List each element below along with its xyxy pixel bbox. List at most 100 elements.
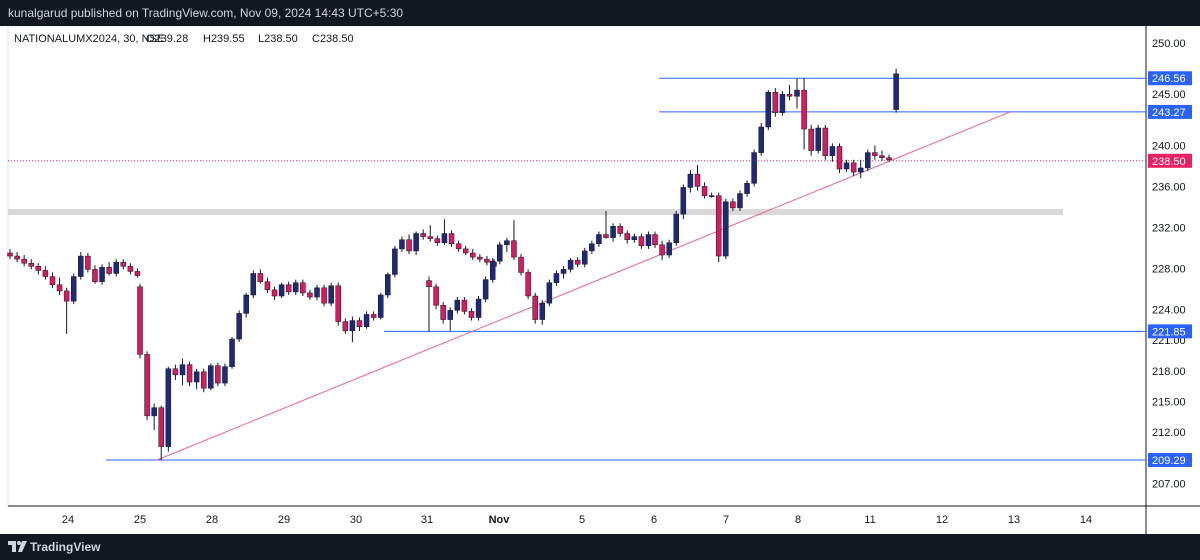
x-tick-label: 13	[1008, 514, 1020, 526]
x-tick-label: 7	[723, 514, 729, 526]
candle	[589, 240, 595, 255]
y-tick-label: 218.00	[1152, 366, 1186, 378]
candle	[603, 210, 609, 239]
candle	[829, 143, 836, 162]
time-axis: 24 25 28 29 30 31 Nov 5 6 7 8 11 12 13 14	[62, 514, 1092, 526]
candle	[567, 258, 574, 273]
ohlc-open: O239.28	[146, 33, 188, 45]
y-tick-label: 250.00	[1152, 38, 1186, 50]
candle	[134, 268, 141, 278]
candle	[271, 286, 278, 301]
last-price-tag: 238.50	[1148, 153, 1192, 168]
x-tick-label: 12	[936, 514, 948, 526]
candle	[553, 270, 560, 286]
y-tick-label: 224.00	[1152, 304, 1186, 316]
candle	[470, 248, 476, 261]
candle	[447, 307, 453, 331]
candle	[427, 225, 434, 242]
candle	[525, 269, 531, 300]
x-tick-label: 24	[62, 514, 74, 526]
candle	[836, 143, 843, 174]
candle	[454, 297, 461, 314]
price-axis: 250.00 245.00 240.00 236.00 232.00 228.00 224.…	[1152, 38, 1186, 490]
candle	[893, 68, 899, 113]
candle	[886, 154, 892, 162]
candle	[151, 403, 157, 431]
x-tick-label: Nov	[489, 514, 511, 526]
candle	[680, 184, 687, 220]
y-tick-label: 245.00	[1152, 89, 1186, 101]
candle	[300, 279, 306, 297]
candle	[307, 289, 313, 301]
candle	[645, 231, 652, 249]
candle	[222, 363, 228, 387]
candle	[794, 78, 800, 109]
candle	[744, 180, 750, 197]
level-price-tag: 209.29	[1148, 453, 1192, 467]
candle	[144, 351, 150, 420]
publish-info: kunalgarud published on TradingView.com,…	[8, 6, 404, 20]
candle	[475, 296, 482, 321]
candle	[758, 122, 764, 156]
candle	[617, 223, 623, 237]
y-tick-label: 240.00	[1152, 140, 1186, 152]
ohlc-close: C238.50	[312, 33, 354, 45]
support-zone	[8, 208, 1063, 216]
candle	[659, 240, 665, 261]
chart-canvas[interactable]: 250.00 245.00 240.00 236.00 232.00 228.00 224.…	[0, 25, 1200, 534]
candle	[730, 198, 736, 211]
price-chart[interactable]: 250.00 245.00 240.00 236.00 232.00 228.00 224.…	[0, 25, 1200, 534]
candle	[63, 287, 70, 334]
x-tick-label: 14	[1080, 514, 1092, 526]
candle	[786, 84, 793, 101]
candle	[638, 233, 645, 249]
chart-title: NATIONALUMX2024, 30, NSE	[14, 33, 164, 45]
candle	[85, 252, 91, 273]
price-tag-label: 221.85	[1152, 326, 1186, 338]
candle	[843, 159, 850, 173]
candle	[328, 282, 334, 307]
candle	[624, 230, 630, 244]
candle	[35, 263, 42, 275]
candle	[694, 164, 701, 191]
candle	[772, 88, 779, 117]
candle	[7, 248, 13, 260]
level-price-tag: 243.27	[1148, 104, 1192, 119]
candle	[666, 239, 672, 259]
candle	[596, 231, 602, 247]
candle	[250, 270, 257, 299]
candle	[193, 368, 200, 390]
candle	[335, 282, 341, 326]
candle	[186, 361, 193, 387]
candle	[406, 234, 412, 255]
x-tick-label: 6	[651, 514, 657, 526]
candle	[440, 302, 446, 324]
candle	[546, 279, 553, 307]
candle	[200, 368, 207, 393]
candle	[278, 282, 285, 299]
candle	[356, 317, 363, 331]
level-price-tag: 246.56	[1148, 71, 1192, 86]
candle	[801, 78, 807, 150]
candle	[420, 229, 426, 240]
candle	[808, 124, 814, 156]
candle	[511, 220, 517, 261]
candle	[349, 316, 356, 343]
candle	[158, 405, 164, 460]
candle	[857, 159, 864, 179]
candle	[673, 210, 679, 246]
candle	[370, 311, 377, 321]
candle	[377, 292, 384, 320]
candle	[257, 269, 264, 284]
candle	[413, 231, 419, 256]
candle	[518, 254, 524, 276]
candle	[560, 266, 567, 279]
candle	[715, 192, 722, 263]
y-tick-label: 228.00	[1152, 263, 1186, 275]
candle	[448, 230, 455, 247]
candle	[461, 297, 468, 315]
candle	[137, 283, 143, 359]
candle	[285, 281, 292, 295]
price-tag-label: 243.27	[1152, 107, 1186, 119]
candle	[484, 256, 490, 266]
